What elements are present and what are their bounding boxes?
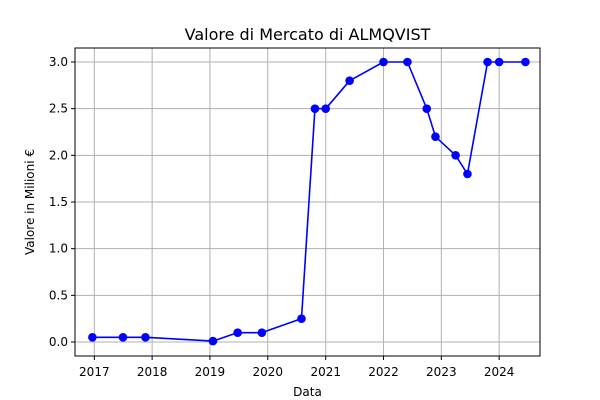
data-point — [463, 169, 472, 179]
data-point — [403, 57, 412, 67]
data-point — [118, 333, 128, 342]
x-tick-label: 2017 — [79, 365, 110, 379]
data-point — [483, 57, 492, 67]
data-point — [494, 57, 504, 67]
x-tick-label: 2023 — [426, 365, 457, 379]
grid-lines — [75, 48, 540, 356]
plot-area-frame — [74, 47, 541, 357]
series-layer — [88, 57, 530, 346]
data-point — [88, 333, 97, 342]
data-point — [310, 104, 320, 113]
data-point — [297, 314, 306, 323]
data-point — [141, 333, 150, 342]
y-tick-label: 1.0 — [49, 242, 68, 256]
y-axis: 0.0 0.5 1.0 1.5 2.0 2.5 3.0 — [49, 55, 75, 349]
y-tick-label: 0.5 — [49, 288, 68, 302]
data-point — [379, 57, 388, 67]
y-tick-label: 2.5 — [49, 102, 68, 116]
data-point — [422, 104, 432, 113]
y-tick-label: 0.0 — [49, 335, 68, 349]
y-tick-label: 1.5 — [49, 195, 68, 209]
x-tick-label: 2018 — [137, 365, 168, 379]
x-tick-label: 2019 — [195, 365, 226, 379]
data-point — [521, 57, 530, 67]
x-tick-label: 2022 — [368, 365, 399, 379]
data-point — [208, 336, 218, 346]
data-point — [451, 151, 460, 160]
y-axis-title: Valore in Milioni € — [23, 149, 37, 255]
data-point — [345, 76, 354, 85]
x-tick-label: 2021 — [310, 365, 341, 379]
chart-title: Valore di Mercato di ALMQVIST — [185, 25, 431, 44]
data-point — [431, 132, 440, 141]
y-tick-label: 3.0 — [49, 55, 68, 69]
data-point — [257, 328, 267, 337]
data-point — [321, 104, 331, 113]
x-axis: 2017 2018 2019 2020 2021 2022 2023 2024 — [79, 356, 514, 379]
y-tick-label: 2.0 — [49, 148, 68, 162]
x-axis-title: Data — [293, 385, 322, 399]
data-point — [233, 328, 242, 337]
x-tick-label: 2020 — [252, 365, 283, 379]
x-tick-label: 2024 — [484, 365, 515, 379]
